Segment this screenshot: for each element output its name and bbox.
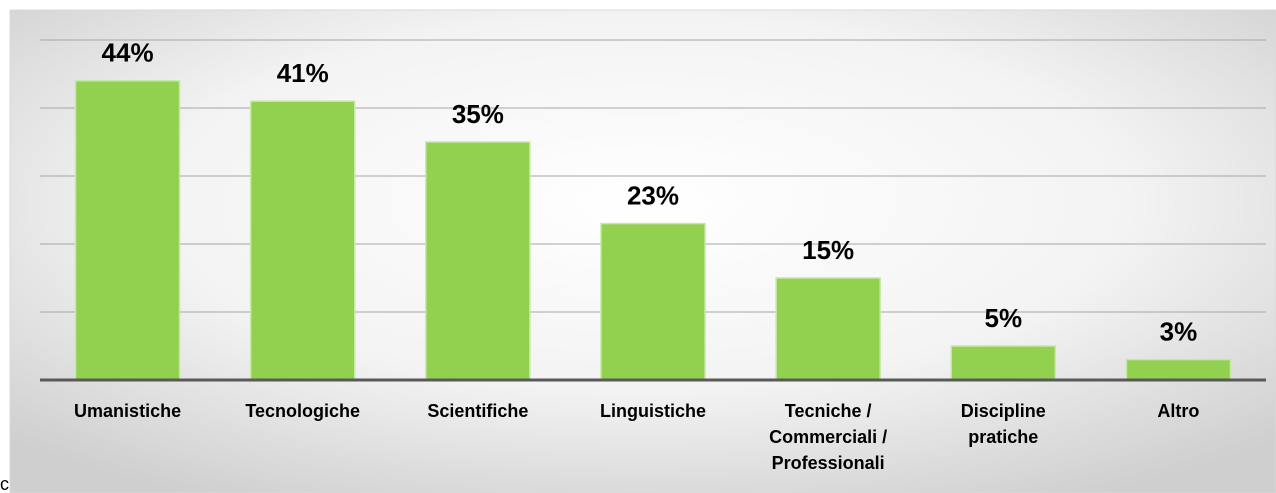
x-tick-label: Scientifiche [427,401,528,421]
value-label: 3% [1160,316,1198,346]
bar [950,345,1057,381]
x-tick-label: Altro [1157,401,1199,421]
value-label: 35% [452,99,504,129]
value-label: 44% [102,38,154,68]
bar [1125,358,1232,381]
x-tick-label: Discipline pratiche [961,401,1046,447]
x-tick-label: Umanistiche [74,401,181,421]
bar [74,80,181,381]
value-label: 23% [627,180,679,210]
value-label: 15% [802,235,854,265]
bar [600,222,706,381]
bar [775,277,881,381]
x-tick-label: Tecniche / Commerciali / Professionali [769,401,887,473]
bar [425,141,531,381]
note: c [0,474,9,493]
value-label: 5% [984,303,1022,333]
bar [249,100,356,381]
value-label: 41% [277,58,329,88]
x-tick-label: Linguistiche [600,401,706,421]
x-tick-label: Tecnologiche [245,401,360,421]
